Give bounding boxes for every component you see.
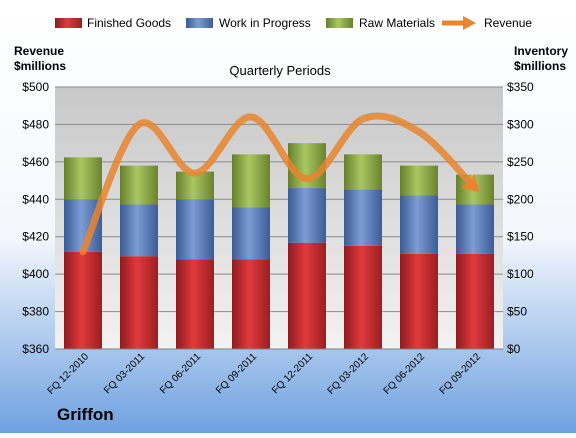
legend-label-work-in-progress: Work in Progress <box>219 16 311 30</box>
legend-swatch-raw-materials <box>326 18 353 28</box>
right-axis-title-line1: Inventory <box>514 44 568 58</box>
legend-swatch-finished-goods <box>55 18 82 28</box>
bar-raw-materials <box>120 165 158 205</box>
bar-finished-goods <box>456 253 494 349</box>
legend-swatch-work-in-progress <box>186 18 213 28</box>
right-axis-tick-label: $100 <box>507 267 534 281</box>
bar-raw-materials <box>232 154 270 208</box>
right-axis-tick-label: $250 <box>507 155 534 169</box>
bar-raw-materials <box>400 165 438 196</box>
right-axis-tick-label: $200 <box>507 192 534 206</box>
bar-work-in-progress <box>344 189 382 246</box>
left-axis-ticks: $360 $380 $400 $420 $440 $460 $480 $500 <box>22 80 49 356</box>
left-axis-tick-label: $400 <box>22 267 49 281</box>
bar-finished-goods <box>64 251 102 349</box>
right-axis-tick-label: $50 <box>507 305 527 319</box>
right-axis-ticks: $0 $50 $100 $150 $200 $250 $300 $350 <box>507 80 534 356</box>
legend-label-raw-materials: Raw Materials <box>359 16 435 30</box>
chart-title: Quarterly Periods <box>229 63 331 78</box>
company-name: Griffon <box>57 405 114 424</box>
right-axis-title-line2: $millions <box>514 59 566 73</box>
bar-raw-materials <box>64 157 102 200</box>
legend-label-finished-goods: Finished Goods <box>87 16 171 30</box>
bar-work-in-progress <box>120 204 158 257</box>
bar-finished-goods <box>232 259 270 349</box>
bar-finished-goods <box>400 253 438 349</box>
left-axis-tick-label: $360 <box>22 342 49 356</box>
left-axis-title-line1: Revenue <box>14 44 64 58</box>
bar-finished-goods <box>288 242 326 349</box>
legend-label-revenue: Revenue <box>484 16 532 30</box>
revenue-arrowhead <box>460 173 480 193</box>
right-axis-tick-label: $350 <box>507 80 534 94</box>
right-axis-tick-label: $0 <box>507 342 521 356</box>
left-axis-tick-label: $440 <box>22 192 49 206</box>
left-axis-tick-label: $500 <box>22 80 49 94</box>
bar-finished-goods <box>176 259 214 349</box>
right-axis-tick-label: $150 <box>507 230 534 244</box>
legend-arrow-revenue <box>442 16 476 30</box>
left-axis-title-line2: $millions <box>14 59 66 73</box>
revenue-line <box>79 112 480 256</box>
left-axis-tick-label: $420 <box>22 230 49 244</box>
bar-finished-goods <box>344 245 382 349</box>
bar-work-in-progress <box>400 195 438 254</box>
legend: Finished Goods Work in Progress Raw Mate… <box>55 16 532 30</box>
left-axis-tick-label: $480 <box>22 117 49 131</box>
bar-work-in-progress <box>232 207 270 260</box>
bar-work-in-progress <box>176 199 214 260</box>
bar-work-in-progress <box>288 188 326 243</box>
bar-finished-goods <box>120 256 158 349</box>
bar-raw-materials <box>344 154 382 190</box>
left-axis-tick-label: $380 <box>22 305 49 319</box>
right-axis-tick-label: $300 <box>507 117 534 131</box>
left-axis-tick-label: $460 <box>22 155 49 169</box>
revenue-line-path <box>79 112 479 256</box>
bar-work-in-progress <box>456 204 494 254</box>
